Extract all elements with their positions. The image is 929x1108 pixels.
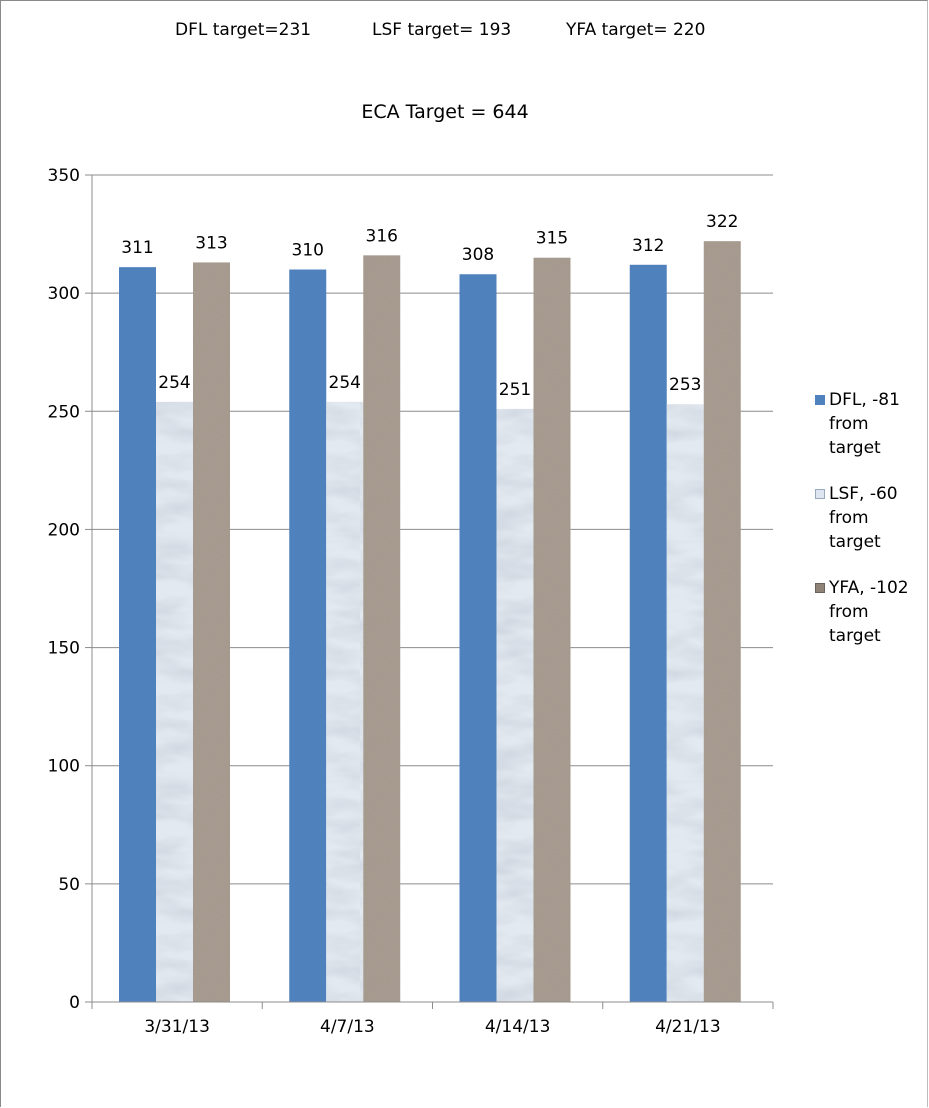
bar-lsf-3/31/13 bbox=[156, 401, 193, 1002]
legend-label-yfa: YFA, -102 from target bbox=[829, 578, 909, 646]
data-label-dfl-4/14/13: 308 bbox=[462, 245, 494, 265]
data-label-lsf-3/31/13: 254 bbox=[158, 373, 190, 393]
x-tick-label-3/31/13: 3/31/13 bbox=[144, 1017, 210, 1037]
data-label-lsf-4/21/13: 253 bbox=[669, 375, 701, 395]
legend-swatch-lsf bbox=[815, 489, 825, 499]
data-label-yfa-4/14/13: 315 bbox=[536, 229, 568, 249]
y-tick-label-300: 300 bbox=[48, 284, 80, 304]
legend: DFL, -81 from target LSF, -60 from targe… bbox=[815, 388, 925, 670]
bar-yfa-4/21/13 bbox=[703, 241, 741, 1002]
eca-target-title: ECA Target = 644 bbox=[361, 101, 528, 123]
x-tick-label-4/14/13: 4/14/13 bbox=[485, 1017, 551, 1037]
bar-lsf-4/21/13 bbox=[666, 404, 704, 1002]
legend-label-dfl: DFL, -81 from target bbox=[829, 390, 900, 458]
x-tick-label-4/7/13: 4/7/13 bbox=[320, 1017, 375, 1037]
axes: 0 50 100 150 200 250 300 350 3/31/13 4/7/13 4/14/1… bbox=[48, 166, 774, 1037]
x-tick-label-4/21/13: 4/21/13 bbox=[655, 1017, 721, 1037]
bar-lsf-4/7/13 bbox=[326, 401, 364, 1002]
y-tick-label-250: 250 bbox=[48, 402, 80, 422]
data-label-yfa-3/31/13: 313 bbox=[195, 233, 227, 253]
y-tick-label-150: 150 bbox=[48, 639, 80, 659]
legend-swatch-dfl bbox=[815, 395, 825, 405]
bar-yfa-4/7/13 bbox=[363, 255, 401, 1002]
bar-dfl-4/7/13 bbox=[289, 269, 327, 1002]
legend-item-lsf: LSF, -60 from target bbox=[815, 482, 925, 554]
yfa-target-label: YFA target= 220 bbox=[565, 20, 705, 40]
legend-item-yfa: YFA, -102 from target bbox=[815, 576, 925, 648]
bar-dfl-4/14/13 bbox=[459, 274, 497, 1002]
data-label-dfl-4/7/13: 310 bbox=[292, 241, 324, 261]
bar-dfl-3/31/13 bbox=[119, 267, 156, 1002]
legend-label-lsf: LSF, -60 from target bbox=[829, 484, 898, 552]
dfl-target-label: DFL target=231 bbox=[175, 20, 311, 40]
data-labels: 311 254 313 310 254 316 308 251 315 312 253 322 bbox=[121, 212, 738, 400]
bars bbox=[119, 241, 741, 1002]
bar-yfa-3/31/13 bbox=[193, 262, 230, 1002]
bar-dfl-4/21/13 bbox=[629, 264, 667, 1002]
bar-yfa-4/14/13 bbox=[533, 257, 571, 1002]
data-label-dfl-3/31/13: 311 bbox=[121, 238, 153, 258]
legend-swatch-yfa bbox=[815, 583, 825, 593]
data-label-lsf-4/14/13: 251 bbox=[499, 380, 531, 400]
legend-item-dfl: DFL, -81 from target bbox=[815, 388, 925, 460]
lsf-target-label: LSF target= 193 bbox=[372, 20, 511, 40]
data-label-yfa-4/21/13: 322 bbox=[706, 212, 738, 232]
data-label-dfl-4/21/13: 312 bbox=[632, 236, 664, 256]
y-tick-label-200: 200 bbox=[48, 520, 80, 540]
data-label-yfa-4/7/13: 316 bbox=[366, 226, 398, 246]
data-label-lsf-4/7/13: 254 bbox=[329, 373, 361, 393]
bar-lsf-4/14/13 bbox=[496, 408, 534, 1002]
y-tick-label-0: 0 bbox=[69, 993, 80, 1013]
y-tick-label-350: 350 bbox=[48, 166, 80, 186]
y-tick-label-100: 100 bbox=[48, 757, 80, 777]
y-tick-label-50: 50 bbox=[58, 875, 80, 895]
